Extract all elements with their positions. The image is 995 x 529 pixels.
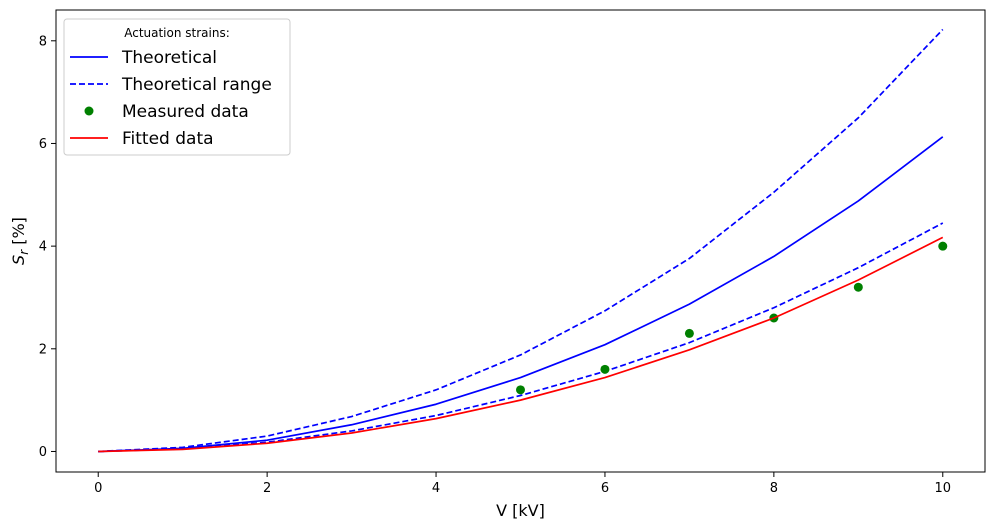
legend-label: Theoretical range	[121, 75, 272, 95]
legend-label: Measured data	[122, 102, 249, 122]
legend-title: Actuation strains:	[124, 26, 230, 40]
x-tick-label: 0	[94, 481, 102, 496]
y-axis-label-suffix: [%]	[9, 217, 28, 250]
legend-entry: Measured data	[84, 102, 249, 122]
x-axis-label: V [kV]	[496, 501, 545, 520]
y-tick-label: 8	[39, 34, 47, 49]
y-tick-label: 4	[39, 240, 47, 255]
measured-data-point	[600, 364, 610, 374]
axes-frame	[55, 9, 986, 473]
measured-data-point	[853, 282, 863, 292]
legend-label: Fitted data	[122, 129, 214, 149]
legend: Actuation strains: TheoreticalTheoretica…	[63, 18, 291, 156]
legend-entry: Theoretical range	[70, 75, 272, 95]
series-line-0	[98, 136, 944, 453]
y-tick-label: 2	[39, 342, 47, 357]
y-axis-label-main: S	[9, 255, 28, 265]
series-line-1	[98, 28, 944, 453]
legend-entry: Theoretical	[70, 48, 217, 68]
y-axis-ticks: 0 2 4 6 8	[39, 34, 56, 460]
legend-box	[63, 18, 291, 156]
x-tick-label: 8	[770, 481, 778, 496]
y-tick-label: 6	[39, 137, 47, 152]
x-tick-label: 6	[601, 481, 609, 496]
measured-data-point	[516, 385, 525, 395]
x-tick-label: 2	[263, 481, 271, 496]
series-line-2	[98, 222, 944, 453]
y-tick-label: 0	[39, 445, 47, 460]
measured-data-point	[938, 241, 948, 251]
legend-entries: Theoretical Theoretical range Measured dat…	[70, 48, 272, 149]
y-axis-label-sub: r	[17, 249, 31, 255]
legend-label: Theoretical	[121, 48, 217, 68]
legend-marker	[84, 106, 94, 116]
y-axis-label: Sr [%]	[9, 217, 31, 265]
series-line-4	[98, 236, 944, 453]
series-layer	[98, 28, 948, 453]
x-tick-label: 10	[934, 481, 951, 496]
x-axis-ticks: 0 2 4 6 8 10	[94, 472, 951, 496]
legend-entry: Fitted data	[70, 129, 214, 149]
measured-data-point	[684, 328, 694, 338]
x-tick-label: 4	[432, 481, 440, 496]
